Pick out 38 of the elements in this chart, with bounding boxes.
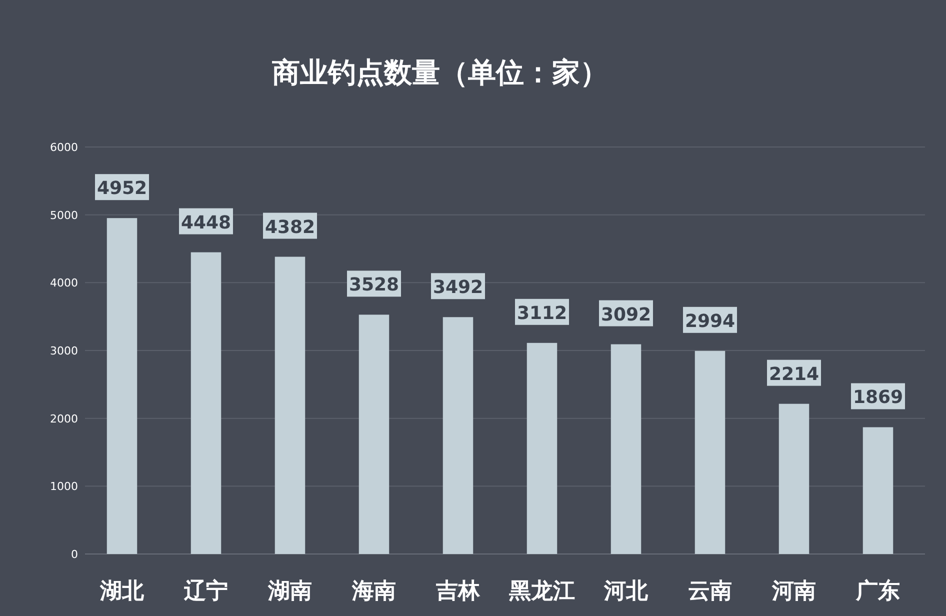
y-tick-label: 3000 (50, 344, 78, 358)
x-tick-label: 河北 (603, 579, 649, 604)
data-label: 1869 (852, 387, 904, 408)
bar (778, 404, 810, 554)
y-tick-label: 1000 (50, 480, 78, 494)
x-tick-label: 湖南 (267, 579, 312, 604)
data-label: 4448 (180, 212, 232, 234)
x-tick-label: 云南 (688, 579, 732, 604)
data-label: 2214 (768, 364, 820, 385)
y-tick-label: 2000 (50, 412, 78, 426)
y-tick-label: 0 (71, 548, 78, 561)
bar (358, 314, 390, 554)
x-tick-label: 海南 (351, 579, 396, 604)
y-tick-label: 4000 (50, 276, 78, 290)
bar (526, 342, 558, 554)
data-label: 2994 (684, 310, 736, 332)
data-label: 4952 (96, 178, 148, 200)
x-tick-label: 吉林 (435, 579, 481, 604)
data-label: 3528 (348, 274, 400, 296)
x-tick-label: 河南 (771, 579, 816, 604)
y-tick-label: 6000 (50, 141, 78, 154)
data-label: 3492 (432, 277, 484, 298)
bar (442, 317, 474, 554)
x-tick-label: 辽宁 (183, 578, 228, 604)
data-label: 3092 (600, 304, 652, 326)
data-label: 4382 (264, 216, 316, 238)
bar (274, 256, 306, 554)
bar (190, 252, 222, 554)
bar (862, 427, 894, 554)
y-tick-label: 5000 (50, 208, 78, 222)
bar (694, 350, 726, 554)
data-label: 3112 (516, 302, 568, 324)
x-tick-label: 湖北 (99, 579, 145, 604)
x-tick-label: 广东 (855, 578, 900, 604)
chart-title: 商业钓点数量（单位：家） (271, 56, 608, 89)
bar (106, 218, 138, 554)
x-tick-label: 黑龙江 (508, 579, 575, 604)
bar (610, 344, 642, 554)
